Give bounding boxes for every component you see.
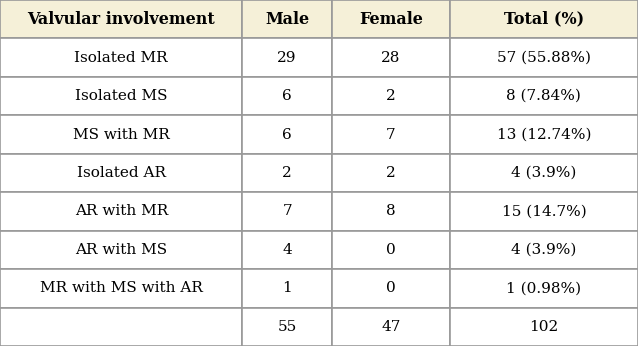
Text: 1: 1: [282, 281, 292, 295]
Bar: [450, 308, 638, 346]
Bar: [450, 38, 638, 77]
Bar: [242, 38, 332, 77]
Text: 102: 102: [530, 320, 558, 334]
Bar: [242, 308, 332, 346]
Text: 57 (55.88%): 57 (55.88%): [497, 51, 591, 65]
Text: 8 (7.84%): 8 (7.84%): [507, 89, 581, 103]
Text: Valvular involvement: Valvular involvement: [27, 11, 215, 28]
Text: Isolated MS: Isolated MS: [75, 89, 167, 103]
Text: 29: 29: [278, 51, 297, 65]
Bar: [0, 77, 242, 115]
Bar: [242, 192, 332, 231]
Text: 7: 7: [386, 128, 396, 142]
Bar: [450, 269, 638, 308]
Bar: [0, 231, 242, 269]
Bar: [450, 192, 638, 231]
Bar: [242, 269, 332, 308]
Bar: [0, 192, 242, 231]
Text: 8: 8: [386, 204, 396, 218]
Text: 15 (14.7%): 15 (14.7%): [501, 204, 586, 218]
Text: Total (%): Total (%): [504, 11, 584, 28]
Text: 13 (12.74%): 13 (12.74%): [496, 128, 591, 142]
Bar: [332, 0, 450, 38]
Bar: [332, 269, 450, 308]
Text: AR with MR: AR with MR: [75, 204, 168, 218]
Text: 55: 55: [278, 320, 297, 334]
Bar: [332, 154, 450, 192]
Bar: [0, 38, 242, 77]
Text: MR with MS with AR: MR with MS with AR: [40, 281, 203, 295]
Bar: [450, 0, 638, 38]
Text: Isolated AR: Isolated AR: [77, 166, 166, 180]
Text: 6: 6: [282, 128, 292, 142]
Bar: [332, 308, 450, 346]
Bar: [242, 77, 332, 115]
Text: Isolated MR: Isolated MR: [75, 51, 168, 65]
Bar: [242, 0, 332, 38]
Text: 47: 47: [381, 320, 401, 334]
Bar: [0, 308, 242, 346]
Bar: [332, 192, 450, 231]
Text: AR with MS: AR with MS: [75, 243, 167, 257]
Bar: [450, 231, 638, 269]
Bar: [450, 115, 638, 154]
Bar: [0, 269, 242, 308]
Bar: [332, 231, 450, 269]
Text: 2: 2: [386, 89, 396, 103]
Bar: [0, 0, 242, 38]
Text: 6: 6: [282, 89, 292, 103]
Text: Female: Female: [359, 11, 423, 28]
Text: MS with MR: MS with MR: [73, 128, 170, 142]
Bar: [242, 154, 332, 192]
Text: 28: 28: [381, 51, 401, 65]
Bar: [332, 38, 450, 77]
Bar: [242, 115, 332, 154]
Bar: [0, 154, 242, 192]
Text: 7: 7: [282, 204, 292, 218]
Text: 2: 2: [282, 166, 292, 180]
Bar: [0, 115, 242, 154]
Bar: [450, 77, 638, 115]
Bar: [242, 231, 332, 269]
Text: 2: 2: [386, 166, 396, 180]
Text: 4 (3.9%): 4 (3.9%): [511, 243, 577, 257]
Text: 4: 4: [282, 243, 292, 257]
Bar: [332, 77, 450, 115]
Text: 4 (3.9%): 4 (3.9%): [511, 166, 577, 180]
Text: 0: 0: [386, 243, 396, 257]
Bar: [332, 115, 450, 154]
Text: Male: Male: [265, 11, 309, 28]
Bar: [450, 154, 638, 192]
Text: 0: 0: [386, 281, 396, 295]
Text: 1 (0.98%): 1 (0.98%): [507, 281, 581, 295]
